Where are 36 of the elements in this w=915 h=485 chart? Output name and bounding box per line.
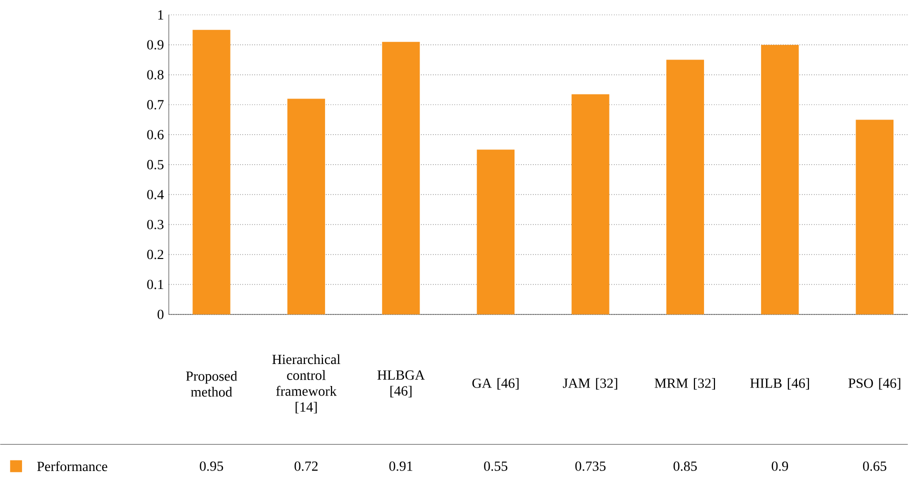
data-label: 0.735: [575, 461, 606, 471]
bar: [666, 60, 704, 314]
y-tick-label: 0.8: [147, 70, 164, 80]
data-label: 0.55: [484, 461, 508, 471]
y-tick-label: 0.7: [147, 100, 164, 110]
bar: [856, 120, 894, 314]
data-label: 0.72: [294, 461, 318, 471]
x-tick-label: JAM [32]: [562, 378, 618, 390]
data-label: 0.65: [863, 461, 886, 471]
data-label: 0.91: [389, 461, 412, 471]
y-tick-label: 0.5: [147, 160, 164, 170]
legend-label: Performance: [37, 461, 108, 472]
y-tick-label: 0.4: [147, 190, 164, 200]
y-tick-label: 0.9: [147, 40, 164, 50]
x-tick-label: Hierarchical control framework [14]: [272, 354, 340, 414]
y-tick-label: 1: [158, 10, 164, 20]
y-tick-label: 0.6: [147, 130, 164, 140]
bar: [572, 94, 610, 314]
bar: [382, 42, 420, 314]
data-label: 0.95: [200, 461, 224, 471]
bar: [192, 30, 230, 314]
bar: [761, 44, 799, 314]
x-tick-label: MRM [32]: [654, 378, 715, 390]
x-tick-label: HLBGA [46]: [377, 370, 425, 398]
data-label: 0.85: [674, 461, 697, 471]
y-tick-label: 0.1: [147, 280, 164, 290]
y-tick-label: 0.3: [147, 220, 164, 230]
bar: [287, 98, 326, 314]
x-tick-label: GA [46]: [472, 378, 519, 390]
bar: [476, 150, 515, 314]
x-tick-label: HILB [46]: [750, 378, 809, 390]
y-tick-label: 0.2: [147, 250, 164, 260]
x-tick-label: PSO [46]: [848, 378, 900, 390]
y-tick-label: 0: [158, 310, 164, 320]
data-label: 0.9: [772, 461, 788, 471]
x-tick-label: Proposed method: [186, 371, 238, 397]
